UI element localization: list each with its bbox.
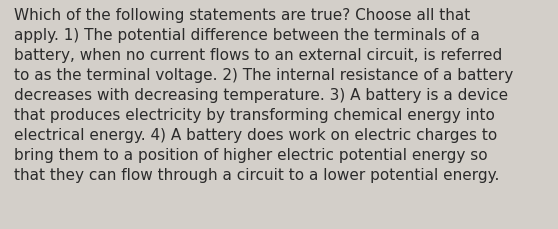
Text: Which of the following statements are true? Choose all that
apply. 1) The potent: Which of the following statements are tr… bbox=[14, 8, 513, 183]
